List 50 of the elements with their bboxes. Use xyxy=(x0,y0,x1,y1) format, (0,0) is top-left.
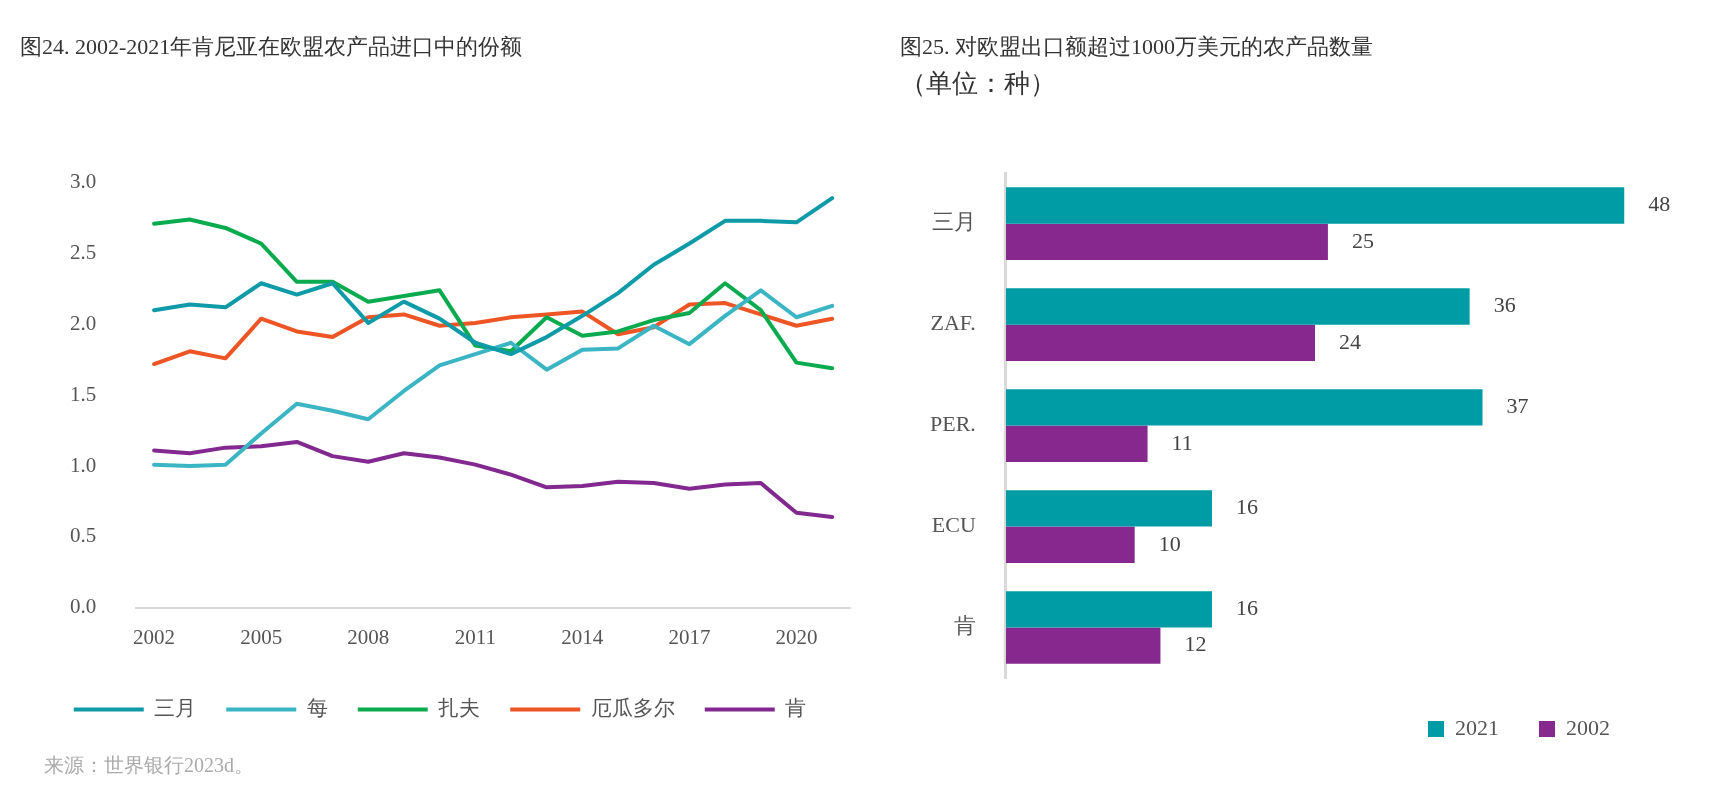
data-label: 37 xyxy=(1506,393,1529,419)
bar xyxy=(1005,223,1328,261)
data-label: 12 xyxy=(1184,631,1207,657)
legend-label: 扎夫 xyxy=(438,696,481,721)
y-tick-label: 三月 xyxy=(931,209,976,235)
x-tick-label: 2005 xyxy=(240,624,283,649)
bar xyxy=(1005,627,1161,664)
data-label: 48 xyxy=(1648,191,1671,217)
chart-subtitle: （单位：种） xyxy=(900,68,1057,100)
data-label: 25 xyxy=(1351,227,1374,253)
x-tick-label: 2011 xyxy=(454,624,496,649)
legend-label: 每 xyxy=(306,696,328,721)
legend-label: 厄瓜多尔 xyxy=(590,696,675,721)
y-tick-label: ECU xyxy=(931,512,976,538)
data-label: 16 xyxy=(1235,494,1258,520)
x-tick-label: 2020 xyxy=(775,624,818,649)
x-tick-label: 2008 xyxy=(347,624,390,649)
y-tick-label: 2.0 xyxy=(70,310,97,335)
legend-label: 2002 xyxy=(1566,714,1610,740)
bar xyxy=(1005,591,1212,628)
y-tick-label: 1.5 xyxy=(70,381,97,406)
y-tick-label: ZAF. xyxy=(930,310,976,336)
data-label: 16 xyxy=(1235,595,1258,621)
bar xyxy=(1005,490,1212,527)
y-tick-label: PER. xyxy=(929,411,976,437)
x-tick-label: 2014 xyxy=(561,624,604,649)
chart-title: 图25. 对欧盟出口额超过1000万美元的农产品数量 xyxy=(900,33,1374,61)
bar xyxy=(1005,288,1470,325)
legend-label: 2021 xyxy=(1455,714,1499,740)
x-tick-label: 2002 xyxy=(133,624,176,649)
legend-label: 三月 xyxy=(154,696,197,721)
y-tick-label: 0.5 xyxy=(70,523,97,548)
bar xyxy=(1005,389,1483,426)
data-label: 36 xyxy=(1493,292,1516,318)
bar xyxy=(1005,324,1316,361)
x-tick-label: 2017 xyxy=(668,624,711,649)
bar xyxy=(1005,425,1148,462)
data-label: 24 xyxy=(1339,328,1362,354)
y-tick-label: 1.0 xyxy=(70,452,97,477)
legend-label: 肯 xyxy=(785,696,807,721)
data-label: 11 xyxy=(1171,429,1193,455)
bar xyxy=(1005,526,1135,563)
bar xyxy=(1005,187,1625,224)
data-label: 10 xyxy=(1158,530,1181,556)
y-tick-label: 肯 xyxy=(953,613,976,639)
source-note: 来源：世界银行2023d。 xyxy=(44,753,254,778)
y-tick-label: 3.0 xyxy=(70,169,97,194)
y-tick-label: 0.0 xyxy=(70,594,97,619)
y-tick-label: 2.5 xyxy=(70,239,97,264)
chart-title: 图24. 2002-2021年肯尼亚在欧盟农产品进口中的份额 xyxy=(20,33,524,61)
